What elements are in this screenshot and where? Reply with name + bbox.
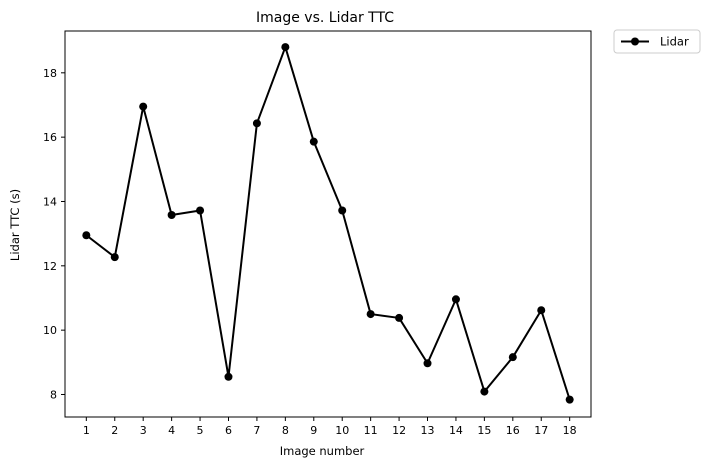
legend-marker xyxy=(631,37,639,46)
x-tick-label: 18 xyxy=(563,424,577,437)
x-tick-label: 7 xyxy=(253,424,260,437)
x-tick-label: 10 xyxy=(335,424,349,437)
data-point xyxy=(480,387,489,396)
data-point xyxy=(139,102,148,111)
y-tick-label: 16 xyxy=(43,131,57,144)
x-tick-label: 4 xyxy=(168,424,175,437)
y-axis: 8 10 12 14 16 18 xyxy=(43,67,65,401)
data-point xyxy=(196,206,205,215)
data-point xyxy=(110,253,119,262)
x-tick-label: 8 xyxy=(282,424,289,437)
chart-title: Image vs. Lidar TTC xyxy=(256,10,394,26)
x-axis-label: Image number xyxy=(280,444,365,458)
data-point xyxy=(537,306,546,315)
data-point xyxy=(395,313,404,322)
data-point xyxy=(508,353,517,362)
data-point xyxy=(82,231,91,240)
x-tick-label: 16 xyxy=(506,424,520,437)
y-tick-label: 8 xyxy=(50,388,57,401)
legend-box xyxy=(613,29,701,54)
y-tick-label: 18 xyxy=(43,67,57,80)
data-point xyxy=(167,210,176,219)
data-point xyxy=(565,395,574,404)
x-tick-label: 15 xyxy=(477,424,491,437)
legend: Lidar xyxy=(613,29,701,54)
x-axis: 1 2 3 4 5 6 7 8 9 10 11 12 13 14 15 16 17 18 xyxy=(83,417,577,437)
x-tick-label: 14 xyxy=(449,424,463,437)
series-line-lidar xyxy=(85,46,571,400)
data-point xyxy=(281,43,290,52)
series-layer xyxy=(82,43,574,404)
plot-area xyxy=(64,30,592,418)
legend-label-lidar: Lidar xyxy=(660,35,689,49)
x-tick-label: 3 xyxy=(140,424,147,437)
x-tick-label: 12 xyxy=(392,424,406,437)
data-point xyxy=(224,372,233,381)
data-point xyxy=(423,359,432,368)
y-tick-label: 12 xyxy=(43,260,57,273)
y-tick-label: 10 xyxy=(43,324,57,337)
data-point xyxy=(309,137,318,146)
x-tick-label: 2 xyxy=(111,424,118,437)
x-tick-label: 13 xyxy=(421,424,435,437)
x-tick-label: 1 xyxy=(83,424,90,437)
data-point xyxy=(338,206,347,215)
x-tick-label: 17 xyxy=(534,424,548,437)
x-tick-label: 6 xyxy=(225,424,232,437)
data-point xyxy=(252,119,261,128)
y-tick-label: 14 xyxy=(43,195,57,208)
y-axis-label: Lidar TTC (s) xyxy=(8,189,22,261)
x-tick-label: 5 xyxy=(197,424,204,437)
x-tick-label: 11 xyxy=(364,424,378,437)
x-tick-label: 9 xyxy=(310,424,317,437)
data-point xyxy=(451,295,460,304)
data-point xyxy=(366,310,375,319)
